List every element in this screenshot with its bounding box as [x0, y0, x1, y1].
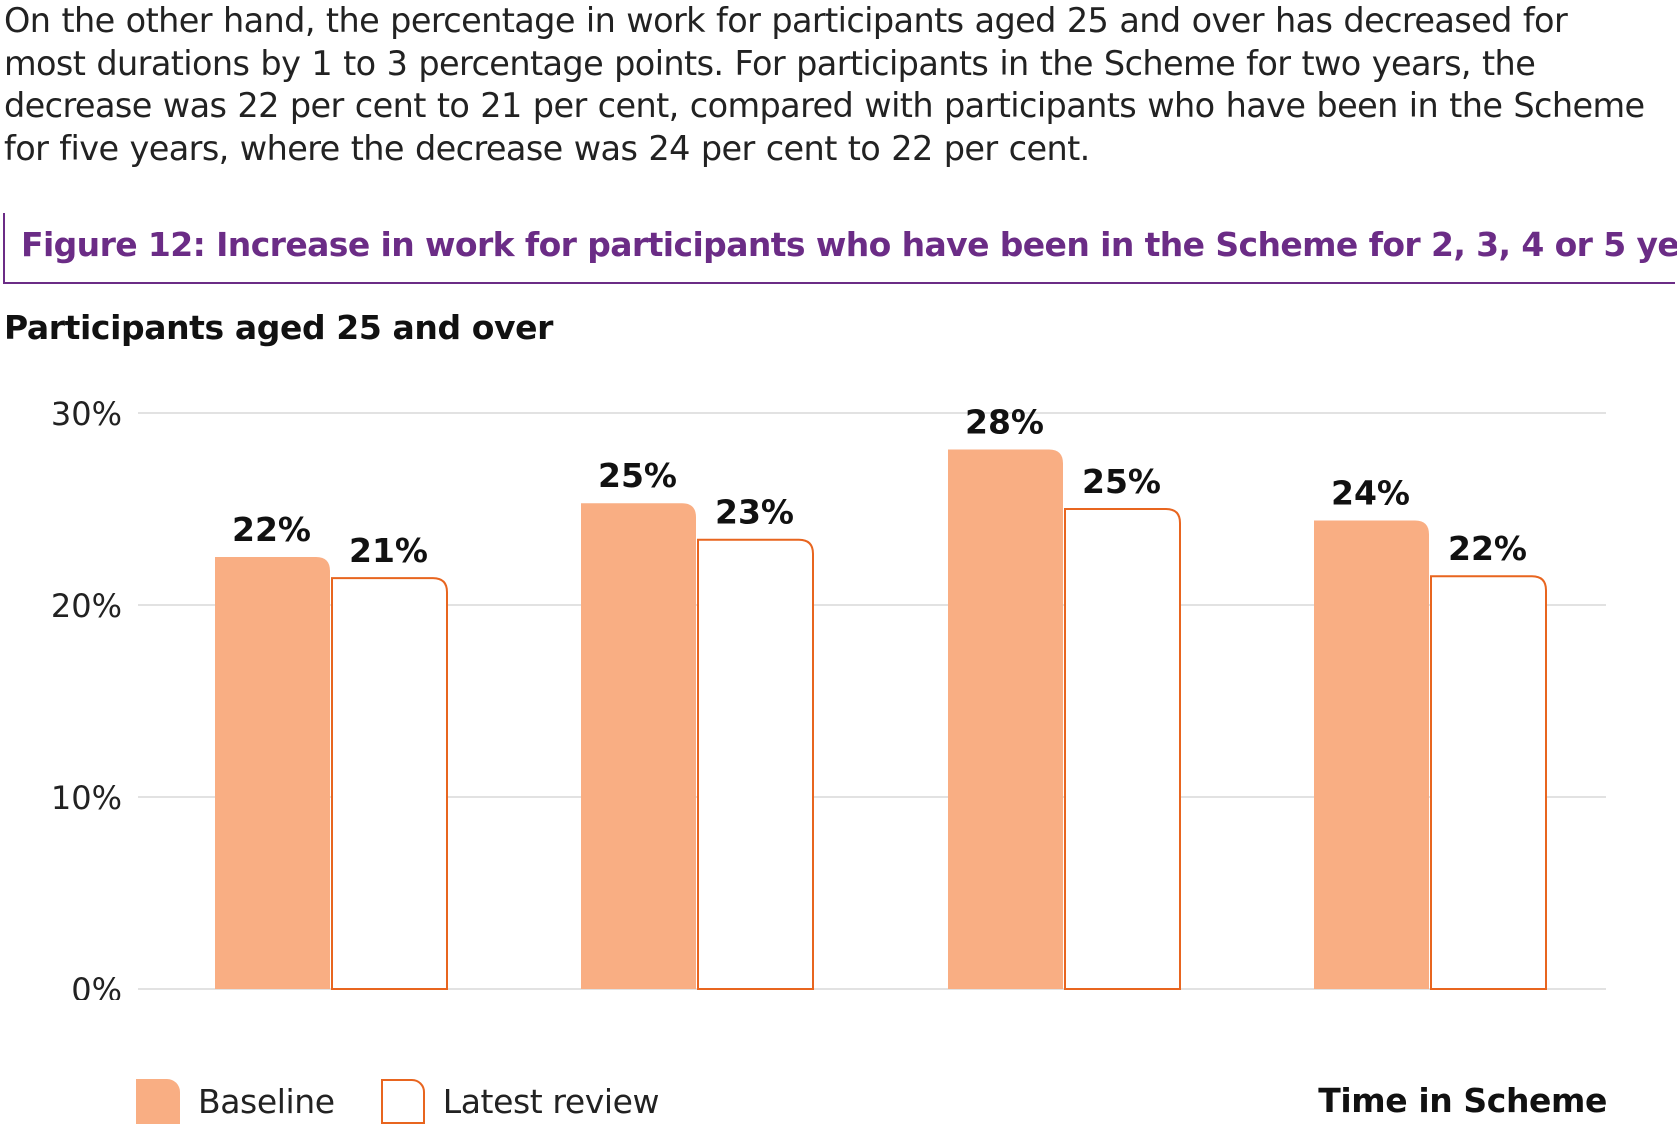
figure-title: Figure 12: Increase in work for particip… — [21, 225, 1677, 264]
y-tick-label: 30% — [51, 395, 122, 433]
bar-latest-review — [1430, 575, 1547, 990]
legend-label-latest-review: Latest review — [442, 1081, 660, 1121]
bar-latest-review — [1064, 508, 1181, 990]
intro-paragraph: On the other hand, the percentage in wor… — [4, 1, 1645, 168]
data-label: 25% — [1082, 462, 1161, 501]
bar-latest-review — [331, 577, 448, 990]
data-label: 25% — [598, 456, 677, 495]
legend-swatch-baseline — [136, 1078, 180, 1124]
data-label: 22% — [232, 510, 311, 549]
legend-label-baseline: Baseline — [198, 1081, 335, 1121]
data-label: 23% — [715, 493, 794, 532]
bar-baseline — [581, 503, 696, 989]
data-label: 28% — [965, 402, 1044, 441]
legend: Baseline Latest review — [136, 1077, 705, 1125]
bar-baseline — [1314, 520, 1429, 989]
legend-swatch-latest-review — [380, 1078, 425, 1124]
figure-heading: Figure 12: Increase in work for particip… — [3, 213, 1677, 284]
bar-baseline — [215, 557, 330, 989]
bar-chart: 0%10%20%30%22%21%2 years25%23%3 years28%… — [51, 395, 1606, 1000]
x-axis-title: Time in Scheme — [1318, 1081, 1607, 1120]
data-label: 21% — [349, 531, 428, 570]
chart-subtitle: Participants aged 25 and over — [4, 308, 553, 347]
y-tick-label: 20% — [51, 587, 122, 625]
data-label: 24% — [1331, 474, 1410, 513]
data-label: 22% — [1448, 529, 1527, 568]
bar-baseline — [948, 449, 1063, 990]
y-tick-label: 0% — [71, 971, 122, 1000]
y-tick-label: 10% — [51, 779, 122, 817]
bar-latest-review — [697, 538, 814, 990]
